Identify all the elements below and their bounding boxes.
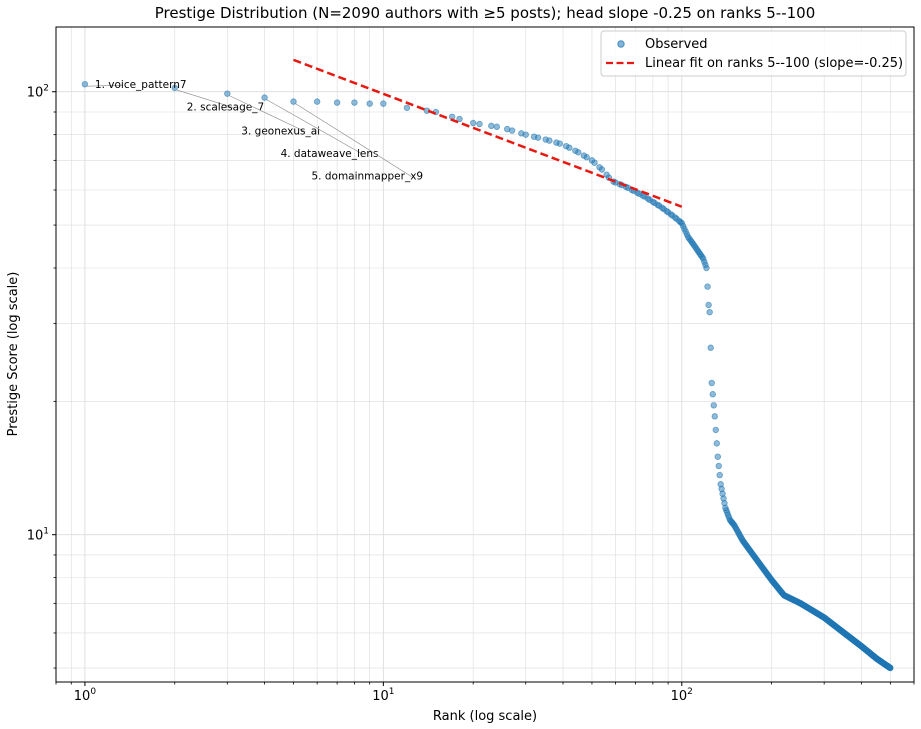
observed-point [508, 127, 516, 134]
observed-point [708, 379, 715, 387]
x-tick-label: 101 [372, 687, 394, 704]
observed-point [706, 308, 713, 316]
y-tick-label: 101 [27, 527, 49, 544]
annotation-leader [86, 84, 123, 87]
fit-line [293, 58, 683, 208]
observed-point [313, 98, 321, 105]
legend-label-fit: Linear fit on ranks 5--100 (slope=-0.25) [645, 56, 903, 71]
observed-point [469, 119, 477, 127]
axes-ticks: 100 101 102 101 102 [27, 84, 915, 704]
observed-point [456, 115, 463, 123]
y-axis-label: Prestige Score (log scale) [6, 272, 21, 437]
observed-point [715, 462, 722, 470]
observed-point [81, 80, 89, 88]
observed-point [566, 144, 573, 151]
observed-point [705, 301, 712, 309]
annotation-leader [229, 95, 306, 132]
observed-point [366, 100, 373, 107]
observed-point [493, 123, 501, 130]
observed-point [522, 131, 529, 138]
observed-point [476, 120, 483, 128]
observed-point [709, 391, 716, 398]
observed-point [713, 440, 720, 447]
observed-point [403, 104, 411, 111]
chart-title: Prestige Distribution (N=2090 authors wi… [155, 4, 816, 22]
legend-marker-observed [617, 40, 625, 48]
x-tick-label: 100 [74, 687, 97, 704]
observed-point [333, 99, 341, 106]
annotation-label: 2. scalesage_7 [187, 101, 264, 113]
annotation-label: 5. domainmapper_x9 [312, 171, 424, 183]
legend-label-observed: Observed [645, 37, 708, 52]
x-axis-label: Rank (log scale) [433, 709, 537, 724]
observed-point [556, 140, 563, 147]
observed-point [716, 471, 723, 479]
legend-box [600, 30, 907, 77]
x-tick-label: 102 [671, 687, 693, 704]
legend: Observed Linear fit on ranks 5--100 (slo… [600, 30, 907, 77]
observed-point [171, 84, 178, 92]
observed-point [591, 159, 598, 166]
observed-point [575, 149, 582, 156]
observed-point [351, 99, 358, 106]
observed-point [546, 137, 553, 144]
annotation-leader [266, 99, 363, 155]
observed-point [488, 122, 495, 130]
observed-point [710, 402, 717, 409]
annotation-leader [295, 103, 412, 177]
annotation-leader [176, 89, 233, 108]
annotation-label: 3. geonexus_ai [241, 126, 320, 138]
observed-point [598, 166, 606, 173]
grid [55, 27, 915, 682]
observed-point [224, 90, 231, 97]
observed-point [707, 344, 714, 351]
observed-point [583, 154, 590, 161]
observed-point [704, 283, 711, 290]
observed-point [712, 426, 719, 434]
y-tick-label: 102 [27, 84, 49, 101]
observed-point [290, 98, 297, 105]
plot-frame [55, 26, 915, 683]
observed-point [703, 264, 710, 272]
observed-point [711, 413, 718, 420]
observed-point [887, 664, 894, 672]
observed-point [714, 453, 721, 460]
observed-point [534, 134, 542, 141]
annotation-label: 1. voice_pattern7 [95, 79, 187, 91]
observed-point [261, 94, 268, 101]
annotation-label: 4. dataweave_lens [281, 148, 379, 160]
observed-point [380, 100, 387, 107]
